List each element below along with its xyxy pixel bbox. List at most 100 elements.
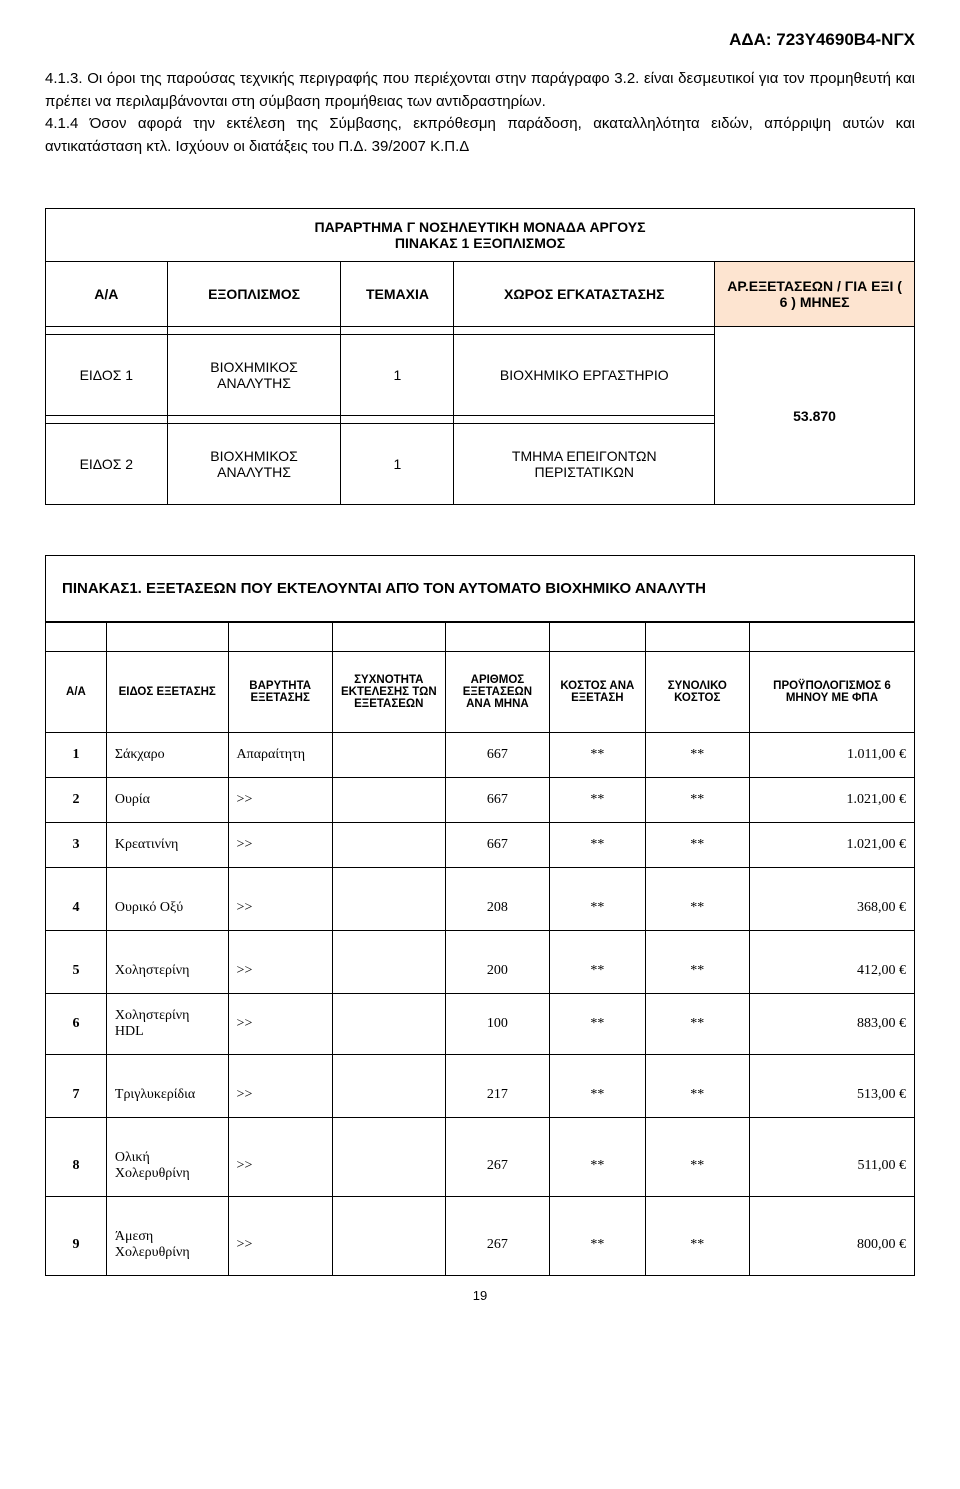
t2-cost: **	[550, 1118, 646, 1197]
table-row: 9Άμεση Χολερυθρίνη>>267****800,00 €	[46, 1197, 915, 1276]
t2-n: 1	[46, 733, 107, 778]
t1-r2-c4: ΤΜΗΜΑ ΕΠΕΙΓΟΝΤΩΝ ΠΕΡΙΣΤΑΤΙΚΩΝ	[454, 424, 715, 505]
t2-budget: 1.021,00 €	[749, 823, 914, 868]
t2-n: 3	[46, 823, 107, 868]
table1-title-row: ΠΑΡΑΡΤΗΜΑ Γ ΝΟΣΗΛΕΥΤΙΚΗ ΜΟΝΑΔΑ ΑΡΓΟΥΣ ΠΙ…	[46, 209, 915, 262]
t2-total: **	[645, 823, 749, 868]
t2-budget: 513,00 €	[749, 1055, 914, 1118]
table1-title-line1: ΠΑΡΑΡΤΗΜΑ Γ ΝΟΣΗΛΕΥΤΙΚΗ ΜΟΝΑΔΑ ΑΡΓΟΥΣ	[56, 219, 904, 235]
table-row: 4Ουρικό Οξύ>>208****368,00 €	[46, 868, 915, 931]
t2-freq	[332, 1118, 445, 1197]
t2-freq	[332, 823, 445, 868]
t2-h8: ΠΡΟΫΠΟΛΟΓΙΣΜΟΣ 6 ΜΗΝΟΥ ΜΕ ΦΠΑ	[749, 652, 914, 733]
t1-h-equip: ΕΞΟΠΛΙΣΜΟΣ	[167, 262, 341, 327]
t2-n: 4	[46, 868, 107, 931]
t2-weight: Απαραίτητη	[228, 733, 332, 778]
t2-n: 9	[46, 1197, 107, 1276]
exams-table: Α/Α ΕΙΔΟΣ ΕΞΕΤΑΣΗΣ ΒΑΡΥΤΗΤΑ ΕΞΕΤΑΣΗΣ ΣΥΧ…	[45, 622, 915, 1276]
t2-cost: **	[550, 868, 646, 931]
table2-title: ΠΙΝΑΚΑΣ1. ΕΞΕΤΑΣΕΩΝ ΠΟΥ ΕΚΤΕΛΟΥΝΤΑΙ ΑΠΌ …	[45, 555, 915, 622]
t2-freq	[332, 1055, 445, 1118]
t2-h1: Α/Α	[46, 652, 107, 733]
t2-count: 667	[445, 733, 549, 778]
t2-total: **	[645, 1055, 749, 1118]
body-paragraphs: 4.1.3. Οι όροι της παρούσας τεχνικής περ…	[45, 68, 915, 158]
t1-r1-c1: ΕΙΔΟΣ 1	[46, 335, 168, 416]
t2-total: **	[645, 868, 749, 931]
t2-weight: >>	[228, 931, 332, 994]
table-row: 8Ολική Χολερυθρίνη>>267****511,00 €	[46, 1118, 915, 1197]
t2-n: 8	[46, 1118, 107, 1197]
t2-total: **	[645, 931, 749, 994]
t1-r2-c2: ΒΙΟΧΗΜΙΚΟΣ ΑΝΑΛΥΤΗΣ	[167, 424, 341, 505]
paragraph-413: 4.1.3. Οι όροι της παρούσας τεχνικής περ…	[45, 70, 915, 110]
t2-budget: 1.021,00 €	[749, 778, 914, 823]
t2-budget: 368,00 €	[749, 868, 914, 931]
t2-budget: 1.011,00 €	[749, 733, 914, 778]
t2-total: **	[645, 1197, 749, 1276]
t2-budget: 800,00 €	[749, 1197, 914, 1276]
table1-title-line2: ΠΙΝΑΚΑΣ 1 ΕΞΟΠΛΙΣΜΟΣ	[56, 235, 904, 251]
t2-n: 5	[46, 931, 107, 994]
t2-freq	[332, 994, 445, 1055]
document-code: ΑΔΑ: 723Υ4690Β4-ΝΓΧ	[45, 30, 915, 50]
t2-count: 217	[445, 1055, 549, 1118]
t2-cost: **	[550, 733, 646, 778]
t2-count: 667	[445, 823, 549, 868]
t2-total: **	[645, 733, 749, 778]
t2-weight: >>	[228, 994, 332, 1055]
t2-freq	[332, 733, 445, 778]
t2-weight: >>	[228, 778, 332, 823]
t2-n: 6	[46, 994, 107, 1055]
t2-budget: 412,00 €	[749, 931, 914, 994]
paragraph-414: 4.1.4 Όσον αφορά την εκτέλεση της Σύμβασ…	[45, 115, 915, 155]
table-row: 3Κρεατινίνη>>667****1.021,00 €	[46, 823, 915, 868]
t1-h-loc: ΧΩΡΟΣ ΕΓΚΑΤΑΣΤΑΣΗΣ	[454, 262, 715, 327]
t2-type: Ολική Χολερυθρίνη	[106, 1118, 228, 1197]
t2-cost: **	[550, 931, 646, 994]
t2-type: Σάκχαρο	[106, 733, 228, 778]
t2-weight: >>	[228, 868, 332, 931]
t2-freq	[332, 868, 445, 931]
t2-n: 7	[46, 1055, 107, 1118]
t2-h7: ΣΥΝΟΛΙΚΟ ΚΟΣΤΟΣ	[645, 652, 749, 733]
t2-cost: **	[550, 823, 646, 868]
t2-h3: ΒΑΡΥΤΗΤΑ ΕΞΕΤΑΣΗΣ	[228, 652, 332, 733]
t2-h4: ΣΥΧΝΟΤΗΤΑ ΕΚΤΕΛΕΣΗΣ ΤΩΝ ΕΞΕΤΑΣΕΩΝ	[332, 652, 445, 733]
t2-count: 208	[445, 868, 549, 931]
t2-type: Τριγλυκερίδια	[106, 1055, 228, 1118]
t1-r2-c3: 1	[341, 424, 454, 505]
t2-total: **	[645, 994, 749, 1055]
t1-r2-c1: ΕΙΔΟΣ 2	[46, 424, 168, 505]
t2-type: Χοληστερίνη HDL	[106, 994, 228, 1055]
table-row: 7Τριγλυκερίδια>>217****513,00 €	[46, 1055, 915, 1118]
t2-type: Ουρία	[106, 778, 228, 823]
t2-type: Άμεση Χολερυθρίνη	[106, 1197, 228, 1276]
t2-count: 100	[445, 994, 549, 1055]
t2-total: **	[645, 1118, 749, 1197]
t2-cost: **	[550, 1197, 646, 1276]
t2-cost: **	[550, 994, 646, 1055]
table-row: 5Χοληστερίνη>>200****412,00 €	[46, 931, 915, 994]
table2-header-row: Α/Α ΕΙΔΟΣ ΕΞΕΤΑΣΗΣ ΒΑΡΥΤΗΤΑ ΕΞΕΤΑΣΗΣ ΣΥΧ…	[46, 652, 915, 733]
t1-r1-c4: ΒΙΟΧΗΜΙΚΟ ΕΡΓΑΣΤΗΡΙΟ	[454, 335, 715, 416]
t2-count: 200	[445, 931, 549, 994]
t2-blank-row	[46, 623, 915, 652]
t2-weight: >>	[228, 1118, 332, 1197]
t2-freq	[332, 1197, 445, 1276]
table-row: 6Χοληστερίνη HDL>>100****883,00 €	[46, 994, 915, 1055]
t2-h2: ΕΙΔΟΣ ΕΞΕΤΑΣΗΣ	[106, 652, 228, 733]
t2-n: 2	[46, 778, 107, 823]
t2-type: Χοληστερίνη	[106, 931, 228, 994]
t1-r1-c3: 1	[341, 335, 454, 416]
table-row: 1ΣάκχαροΑπαραίτητη667****1.011,00 €	[46, 733, 915, 778]
t2-cost: **	[550, 1055, 646, 1118]
t2-type: Κρεατινίνη	[106, 823, 228, 868]
t2-budget: 511,00 €	[749, 1118, 914, 1197]
equipment-table: ΠΑΡΑΡΤΗΜΑ Γ ΝΟΣΗΛΕΥΤΙΚΗ ΜΟΝΑΔΑ ΑΡΓΟΥΣ ΠΙ…	[45, 208, 915, 505]
t2-weight: >>	[228, 1055, 332, 1118]
t2-count: 267	[445, 1118, 549, 1197]
t2-weight: >>	[228, 823, 332, 868]
page-number: 19	[45, 1288, 915, 1303]
t1-h-aa: Α/Α	[46, 262, 168, 327]
